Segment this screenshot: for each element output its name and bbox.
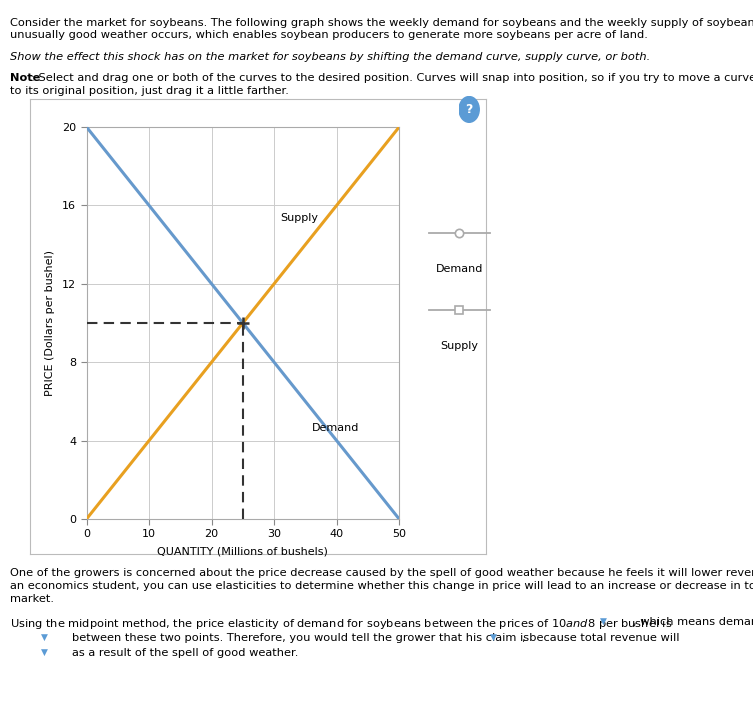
Text: Show the effect this shock has on the market for soybeans by shifting the demand: Show the effect this shock has on the ma… bbox=[10, 52, 650, 62]
Text: Demand: Demand bbox=[436, 264, 483, 274]
Y-axis label: PRICE (Dollars per bushel): PRICE (Dollars per bushel) bbox=[45, 250, 55, 396]
Text: One of the growers is concerned about the price decrease caused by the spell of : One of the growers is concerned about th… bbox=[10, 568, 753, 578]
Text: Supply: Supply bbox=[280, 213, 319, 223]
Text: Using the midpoint method, the price elasticity of demand for soybeans between t: Using the midpoint method, the price ela… bbox=[10, 617, 672, 631]
Text: Supply: Supply bbox=[441, 342, 478, 352]
Text: Consider the market for soybeans. The following graph shows the weekly demand fo: Consider the market for soybeans. The fo… bbox=[10, 18, 753, 28]
Text: market.: market. bbox=[10, 594, 53, 604]
Text: : Select and drag one or both of the curves to the desired position. Curves will: : Select and drag one or both of the cur… bbox=[31, 73, 753, 83]
Text: between these two points. Therefore, you would tell the grower that his claim is: between these two points. Therefore, you… bbox=[72, 633, 529, 642]
Text: ▼: ▼ bbox=[600, 617, 607, 626]
Text: , which means demand is: , which means demand is bbox=[633, 617, 753, 627]
Text: to its original position, just drag it a little farther.: to its original position, just drag it a… bbox=[10, 86, 288, 96]
Text: , because total revenue will: , because total revenue will bbox=[522, 633, 679, 642]
Text: ▼: ▼ bbox=[41, 648, 48, 657]
Text: as a result of the spell of good weather.: as a result of the spell of good weather… bbox=[72, 648, 299, 658]
Text: ?: ? bbox=[465, 103, 473, 116]
Text: an economics student, you can use elasticities to determine whether this change : an economics student, you can use elasti… bbox=[10, 581, 753, 591]
X-axis label: QUANTITY (Millions of bushels): QUANTITY (Millions of bushels) bbox=[157, 546, 328, 556]
Text: Note: Note bbox=[10, 73, 40, 83]
Text: Demand: Demand bbox=[312, 423, 359, 433]
Text: unusually good weather occurs, which enables soybean producers to generate more : unusually good weather occurs, which ena… bbox=[10, 30, 648, 40]
Text: ▼: ▼ bbox=[41, 633, 48, 642]
Text: ▼: ▼ bbox=[490, 633, 497, 642]
Circle shape bbox=[459, 97, 479, 122]
